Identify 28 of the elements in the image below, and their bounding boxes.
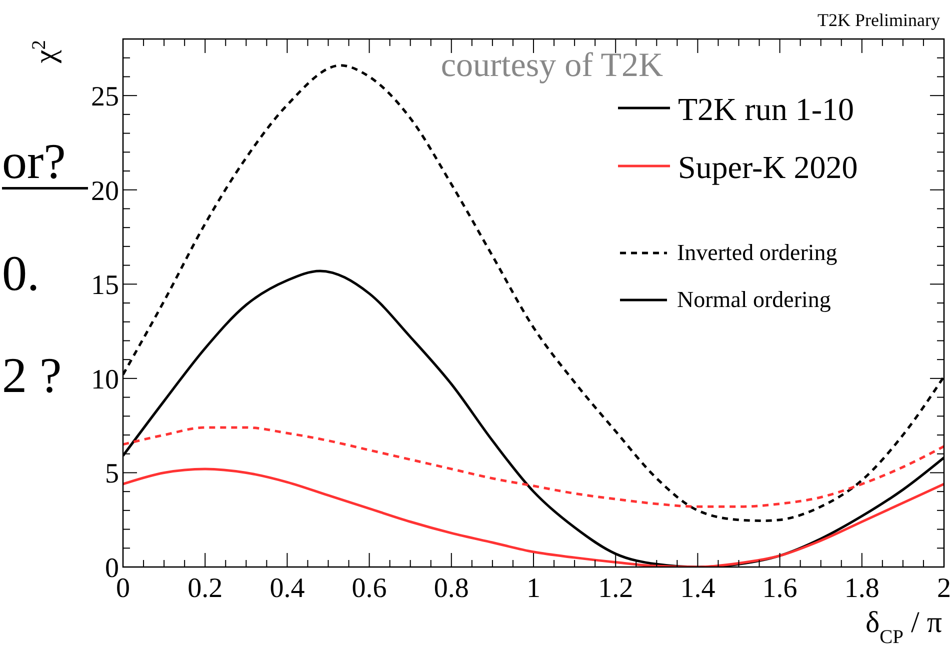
annotation: Normal ordering <box>677 287 832 312</box>
y-tick-label: 25 <box>91 82 119 113</box>
x-tick-label: 0.4 <box>270 573 305 604</box>
y-tick-label: 10 <box>91 364 119 396</box>
text: 2 ? <box>2 347 62 403</box>
x-tick-label: 1.4 <box>680 573 716 604</box>
x-tick-label: 0.8 <box>434 573 469 604</box>
legend-label: T2K run 1-10 <box>678 91 854 127</box>
text: T2K Preliminary <box>818 10 940 30</box>
y-tick-label: 15 <box>91 270 119 302</box>
x-tick-label: 1.8 <box>844 573 880 604</box>
annotation: Inverted ordering <box>677 240 838 265</box>
y-tick-label: 5 <box>105 458 119 490</box>
y-tick-label: 0 <box>105 553 119 584</box>
x-tick-label: 1.6 <box>762 573 798 604</box>
text: or? <box>2 133 66 189</box>
text: 0. <box>2 245 40 301</box>
annotation: courtesy of T2K <box>440 47 664 84</box>
y-tick-label: 20 <box>91 176 119 207</box>
x-tick-label: 1.2 <box>598 573 634 604</box>
legend-label: Super-K 2020 <box>678 149 858 185</box>
x-tick-label: 0.2 <box>188 573 223 604</box>
line-series <box>123 468 944 567</box>
line-series <box>123 426 944 508</box>
x-tick-label: 1 <box>526 573 540 604</box>
x-tick-label: 2 <box>937 573 951 604</box>
x-axis-title: δ$_{CP}$ / π <box>866 606 942 648</box>
x-tick-label: 0.6 <box>352 573 387 604</box>
